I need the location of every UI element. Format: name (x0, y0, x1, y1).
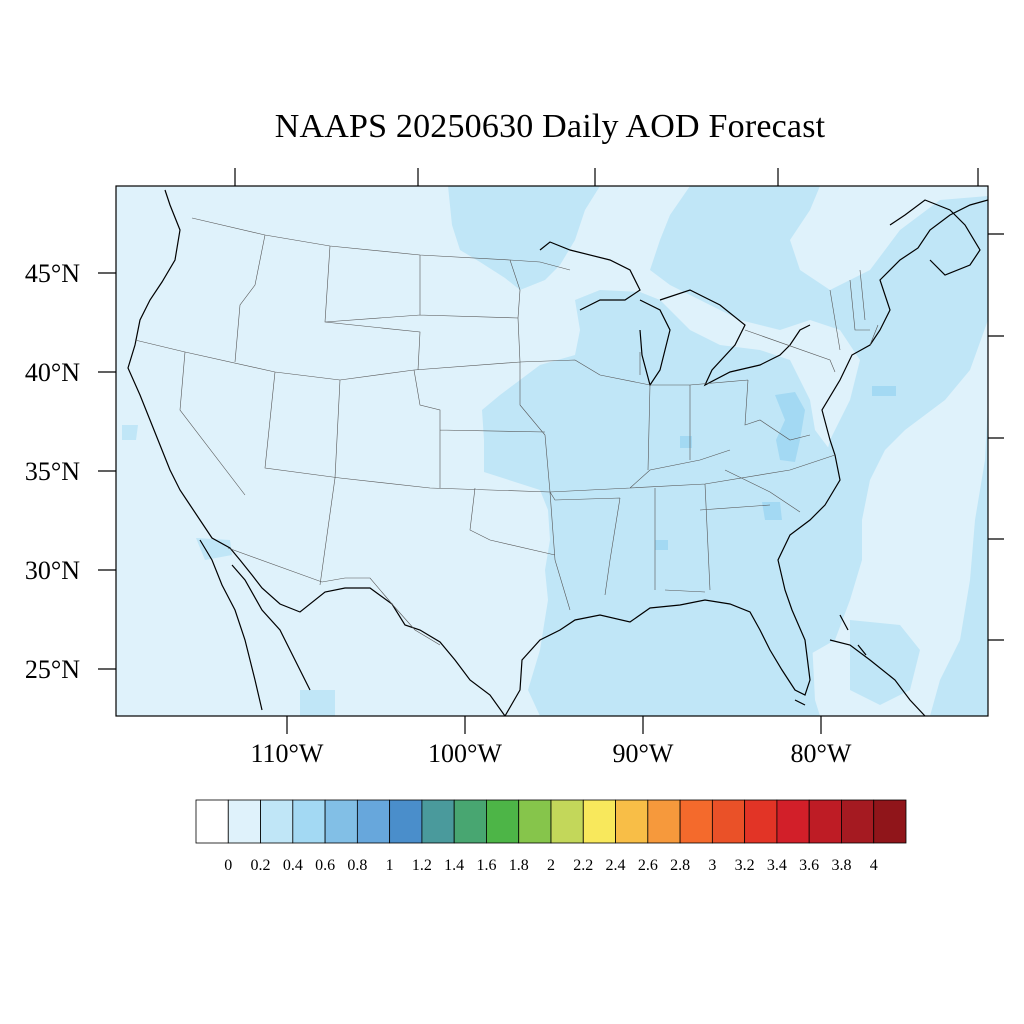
colorbar-swatch (841, 799, 875, 844)
colorbar-label: 1.8 (509, 857, 529, 874)
colorbar-label: 2.4 (606, 857, 626, 874)
aod-patch-atlantic (872, 386, 896, 396)
left-ticks (98, 272, 116, 670)
lat-labels: 45°N 40°N 35°N 30°N 25°N (25, 259, 80, 684)
aod-region-east-atlantic (930, 400, 988, 716)
lat-label-35: 35°N (25, 457, 80, 486)
canada-east (889, 199, 981, 276)
colorbar-swatch (324, 799, 358, 844)
bottom-ticks (286, 716, 822, 734)
colorbar-swatch (260, 799, 294, 844)
lat-label-40: 40°N (25, 358, 80, 387)
colorbar-swatch (550, 799, 584, 844)
colorbar-label: 2.6 (638, 857, 658, 874)
colorbar-swatch (518, 799, 552, 844)
bahamas (839, 614, 867, 656)
colorbar-label: 0.2 (251, 857, 271, 874)
colorbar-label: 2 (547, 857, 555, 874)
aod-patch-georgia (655, 540, 668, 550)
colorbar-swatch (776, 799, 810, 844)
aod-region-north-central (448, 186, 600, 290)
cuba (829, 639, 926, 716)
aod-region-ohio-valley (482, 290, 860, 716)
lon-label-90w: 90°W (613, 739, 674, 768)
colorbar-label: 0.4 (283, 857, 303, 874)
colorbar-label: 1.2 (412, 857, 432, 874)
lat-label-30: 30°N (25, 556, 80, 585)
state-lines (134, 234, 879, 611)
colorbar-label: 1 (386, 857, 394, 874)
top-ticks (234, 168, 979, 186)
map-title: NAAPS 20250630 Daily AOD Forecast (274, 108, 826, 145)
colorbar-swatch (486, 799, 520, 844)
axis-ticks (98, 168, 1004, 734)
colorbar-label: 1.6 (476, 857, 496, 874)
colorbar-swatch (744, 799, 778, 844)
plot-frame (115, 185, 989, 717)
lon-label-80w: 80°W (791, 739, 852, 768)
mexico-baja (199, 539, 263, 711)
colorbar (195, 799, 907, 844)
mexico-mainland (231, 564, 311, 691)
colorbar-swatch (679, 799, 713, 844)
coastlines (127, 189, 988, 716)
colorbar-swatch (873, 799, 907, 844)
us-outline (127, 189, 988, 716)
colorbar-swatch (647, 799, 681, 844)
aod-patch-appalachian (775, 392, 805, 462)
lon-labels: 110°W 100°W 90°W 80°W (251, 739, 852, 768)
colorbar-swatch (615, 799, 649, 844)
great-lakes (539, 241, 811, 387)
aod-region-atlantic (650, 186, 988, 660)
aod-patch-carolina (762, 502, 782, 520)
us-mexico-border (227, 547, 441, 646)
aod-region-mexico-coast (300, 690, 335, 716)
colorbar-swatch (389, 799, 423, 844)
lat-label-25: 25°N (25, 655, 80, 684)
colorbar-label: 3.2 (735, 857, 755, 874)
colorbar-swatch (453, 799, 487, 844)
title-wrap: NAAPS 20250630 Daily AOD Forecast (0, 0, 1024, 160)
lon-label-110w: 110°W (251, 739, 324, 768)
colorbar-label: 4 (870, 857, 878, 874)
colorbar-label: 0.8 (347, 857, 367, 874)
colorbar-label: 1.4 (444, 857, 464, 874)
colorbar-label: 0 (224, 857, 232, 874)
right-ticks (988, 233, 1004, 641)
colorbar-label: 3.6 (799, 857, 819, 874)
colorbar-swatch (711, 799, 746, 844)
colorbar-swatch (421, 799, 455, 844)
colorbar-swatch (356, 799, 391, 844)
colorbar-swatch (195, 799, 229, 844)
florida-keys (794, 699, 806, 706)
colorbar-label: 3.8 (831, 857, 851, 874)
colorbar-label: 2.8 (670, 857, 690, 874)
lon-label-100w: 100°W (428, 739, 502, 768)
colorbar-labels: 0 0.2 0.4 0.6 0.8 1 1.2 1.4 1.6 1.8 2 2.2 2.4 2.6 2.8 3… (224, 857, 877, 874)
colorbar-swatch (808, 799, 842, 844)
colorbar-swatch (582, 799, 616, 844)
colorbar-label: 3 (708, 857, 716, 874)
aod-region-caribbean (850, 620, 920, 705)
colorbar-label: 2.2 (573, 857, 593, 874)
colorbar-swatch (292, 799, 326, 844)
state-borders (134, 217, 879, 646)
colorbar-label: 3.4 (767, 857, 787, 874)
colorbar-swatch (227, 799, 261, 844)
colorbar-label: 0.6 (315, 857, 335, 874)
lat-label-45: 45°N (25, 259, 80, 288)
aod-patch-texas-west (122, 425, 138, 440)
aod-patch-kentucky (680, 436, 692, 448)
